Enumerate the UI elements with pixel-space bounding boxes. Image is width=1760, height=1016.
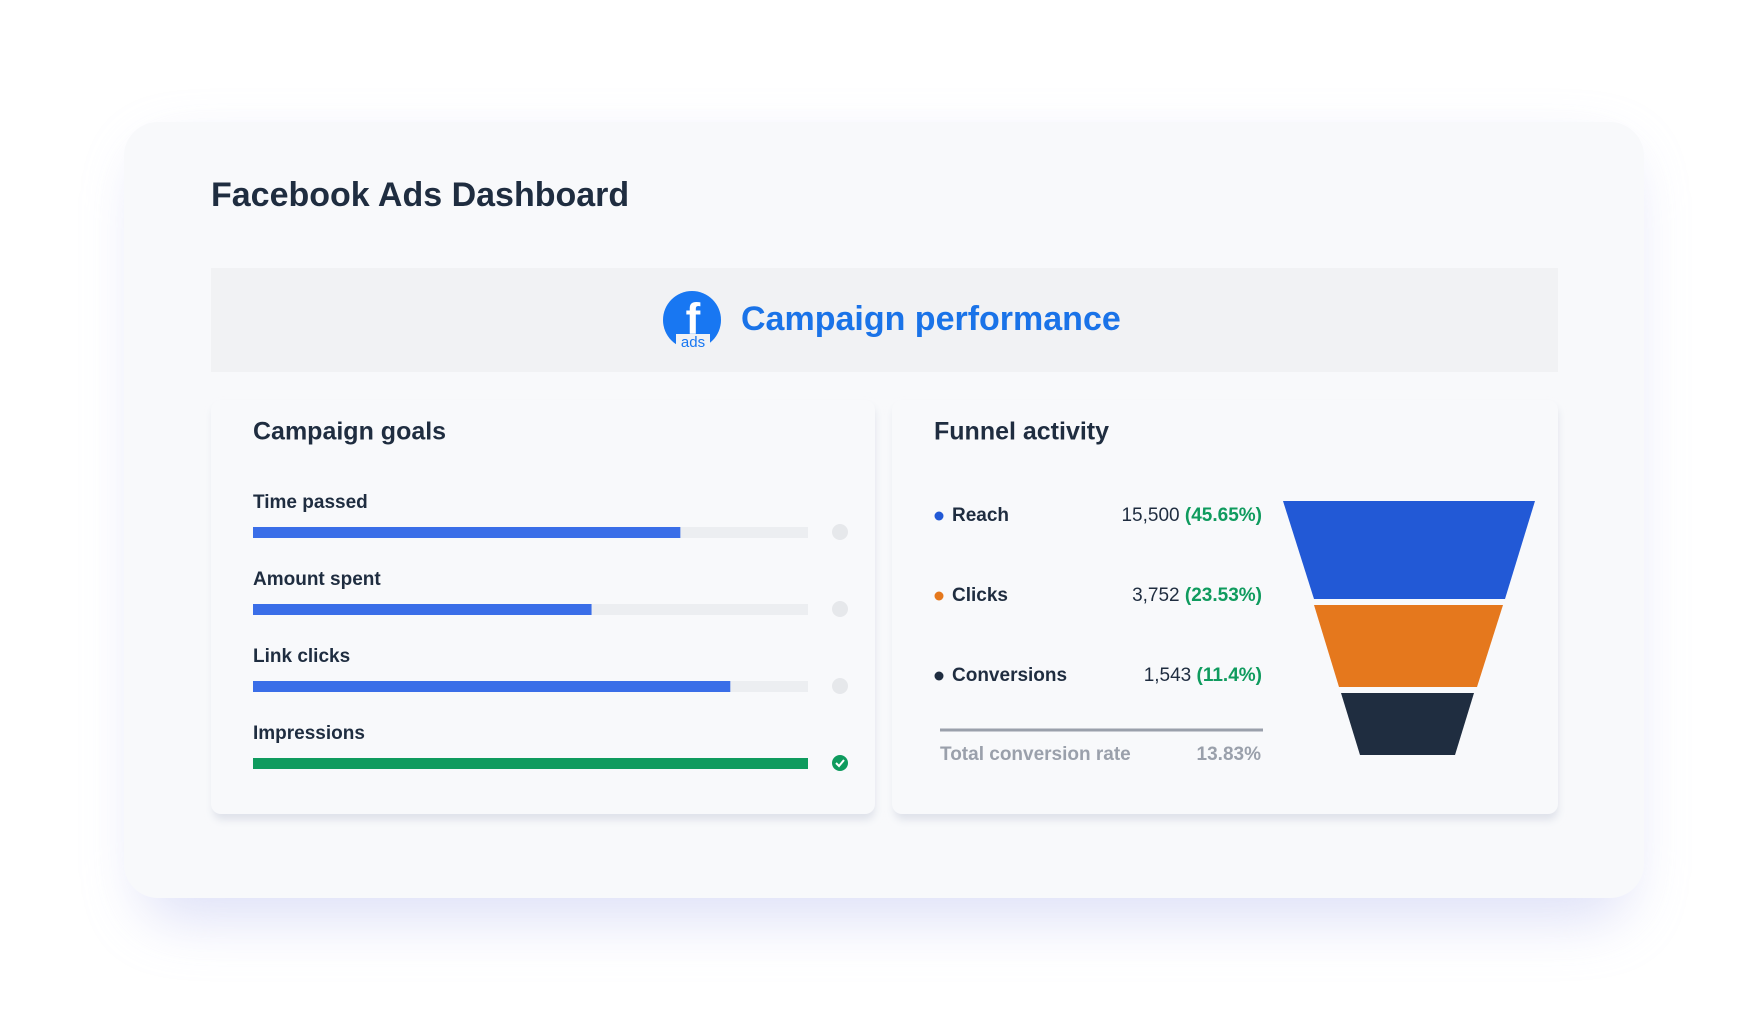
funnel-label: Reach	[952, 505, 1009, 526]
goal-done-check	[835, 759, 845, 768]
goals-title: Campaign goals	[253, 418, 446, 446]
logo-label-bg	[676, 334, 710, 350]
goal-label: Link clicks	[253, 646, 350, 667]
funnel-count: 1,543	[1144, 665, 1192, 686]
dashboard-title: Facebook Ads Dashboard	[211, 176, 629, 214]
banner-title: Campaign performance	[741, 300, 1121, 338]
funnel-title: Funnel activity	[934, 418, 1109, 446]
goal-done-icon	[832, 755, 848, 771]
goal-label: Time passed	[253, 492, 368, 513]
facebook-f: f	[686, 295, 701, 344]
funnel-share: (45.65%)	[1185, 505, 1262, 526]
funnel-clicks	[1314, 605, 1503, 687]
funnel-count: 3,752	[1132, 585, 1180, 606]
funnel-conversions	[1341, 693, 1474, 755]
goal-bar	[253, 681, 731, 692]
banner	[211, 268, 1558, 372]
goal-label: Impressions	[253, 723, 365, 744]
funnel-bullet	[934, 671, 944, 681]
goal-status-icon	[832, 524, 848, 540]
funnel-count: 15,500	[1121, 505, 1179, 526]
goal-bar	[253, 758, 808, 769]
funnel-graphic	[1283, 501, 1535, 755]
total-label: Total conversion rate	[940, 744, 1131, 765]
goal-status-icon	[832, 601, 848, 617]
funnel-share: (23.53%)	[1185, 585, 1262, 606]
goal-status-icon	[832, 678, 848, 694]
funnel-bullet	[934, 591, 944, 601]
logo-label: ads	[681, 334, 705, 351]
funnel-bullet	[934, 511, 944, 521]
goal-label: Amount spent	[253, 569, 381, 590]
funnel-share: (11.4%)	[1197, 665, 1262, 686]
funnel-label: Conversions	[952, 665, 1067, 686]
funnel-value: 15,500 (45.65%)	[1121, 505, 1262, 526]
total-value: 13.83%	[1197, 744, 1262, 765]
goal-bar	[253, 604, 592, 615]
funnel-reach	[1283, 501, 1535, 599]
goal-bar	[253, 527, 681, 538]
funnel-label: Clicks	[952, 585, 1008, 606]
funnel-value: 1,543 (11.4%)	[1144, 665, 1262, 686]
funnel-value: 3,752 (23.53%)	[1132, 585, 1262, 606]
